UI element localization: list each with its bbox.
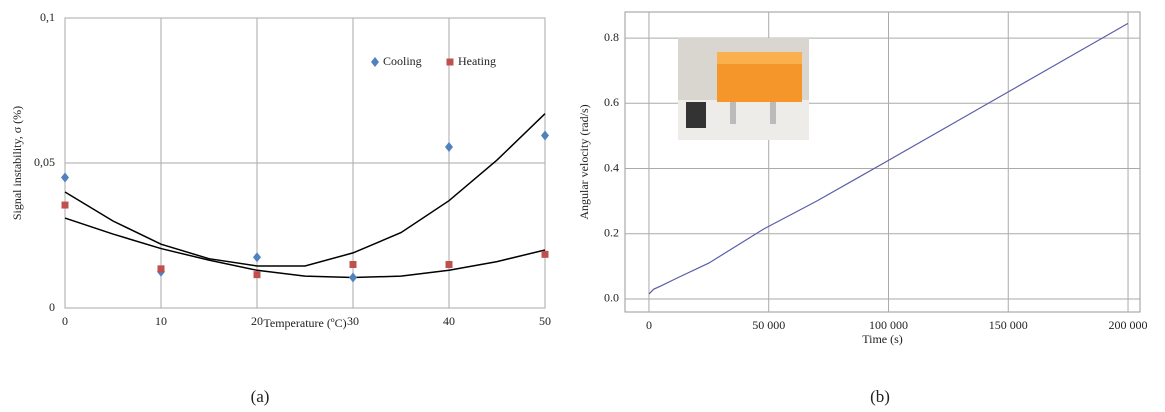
data-point bbox=[61, 201, 69, 209]
y-tick-label: 0,05 bbox=[34, 155, 55, 169]
trendline bbox=[64, 113, 546, 267]
data-point bbox=[253, 252, 261, 263]
plot-frame bbox=[624, 11, 1141, 313]
x-tick-label: 0 bbox=[646, 318, 652, 332]
data-point bbox=[349, 272, 357, 283]
x-tick-label: 200 000 bbox=[1109, 318, 1148, 332]
data-line bbox=[648, 22, 1129, 295]
x-tick-label: 10 bbox=[155, 314, 167, 328]
legend-label: Cooling bbox=[383, 54, 422, 68]
legend-marker bbox=[371, 57, 379, 67]
y-tick-label: 0.6 bbox=[604, 95, 619, 109]
data-point bbox=[541, 130, 549, 141]
y-tick-label: 0.8 bbox=[604, 30, 619, 44]
legend-marker bbox=[446, 58, 454, 66]
x-tick-label: 30 bbox=[347, 314, 359, 328]
x-tick-label: 40 bbox=[443, 314, 455, 328]
y-axis-label: Signal instability, σ (%) bbox=[10, 106, 24, 220]
data-point bbox=[61, 172, 69, 183]
caption: (b) bbox=[870, 387, 890, 406]
x-tick-label: 150 000 bbox=[989, 318, 1028, 332]
trendline bbox=[64, 217, 546, 279]
x-tick-label: 50 000 bbox=[752, 318, 785, 332]
inset-photo bbox=[678, 38, 809, 140]
x-axis-label: Temperature (ºC) bbox=[263, 316, 346, 330]
caption: (a) bbox=[251, 387, 270, 406]
x-tick-label: 20 bbox=[251, 314, 263, 328]
data-point bbox=[157, 265, 165, 273]
x-tick-label: 50 bbox=[539, 314, 551, 328]
data-point bbox=[445, 261, 453, 268]
data-point bbox=[541, 250, 549, 258]
y-tick-label: 0.2 bbox=[604, 225, 619, 239]
legend-label: Heating bbox=[458, 54, 496, 68]
x-axis-label: Time (s) bbox=[862, 332, 903, 346]
x-tick-label: 100 000 bbox=[869, 318, 908, 332]
data-point bbox=[253, 271, 261, 279]
y-tick-label: 0 bbox=[49, 300, 55, 314]
y-axis-label: Angular velocity (rad/s) bbox=[577, 104, 591, 219]
x-tick-label: 0 bbox=[62, 314, 68, 328]
data-point bbox=[445, 142, 453, 153]
y-tick-label: 0.4 bbox=[604, 160, 619, 174]
y-tick-label: 0.0 bbox=[604, 291, 619, 305]
y-tick-label: 0,1 bbox=[40, 10, 55, 24]
data-point bbox=[349, 261, 357, 268]
